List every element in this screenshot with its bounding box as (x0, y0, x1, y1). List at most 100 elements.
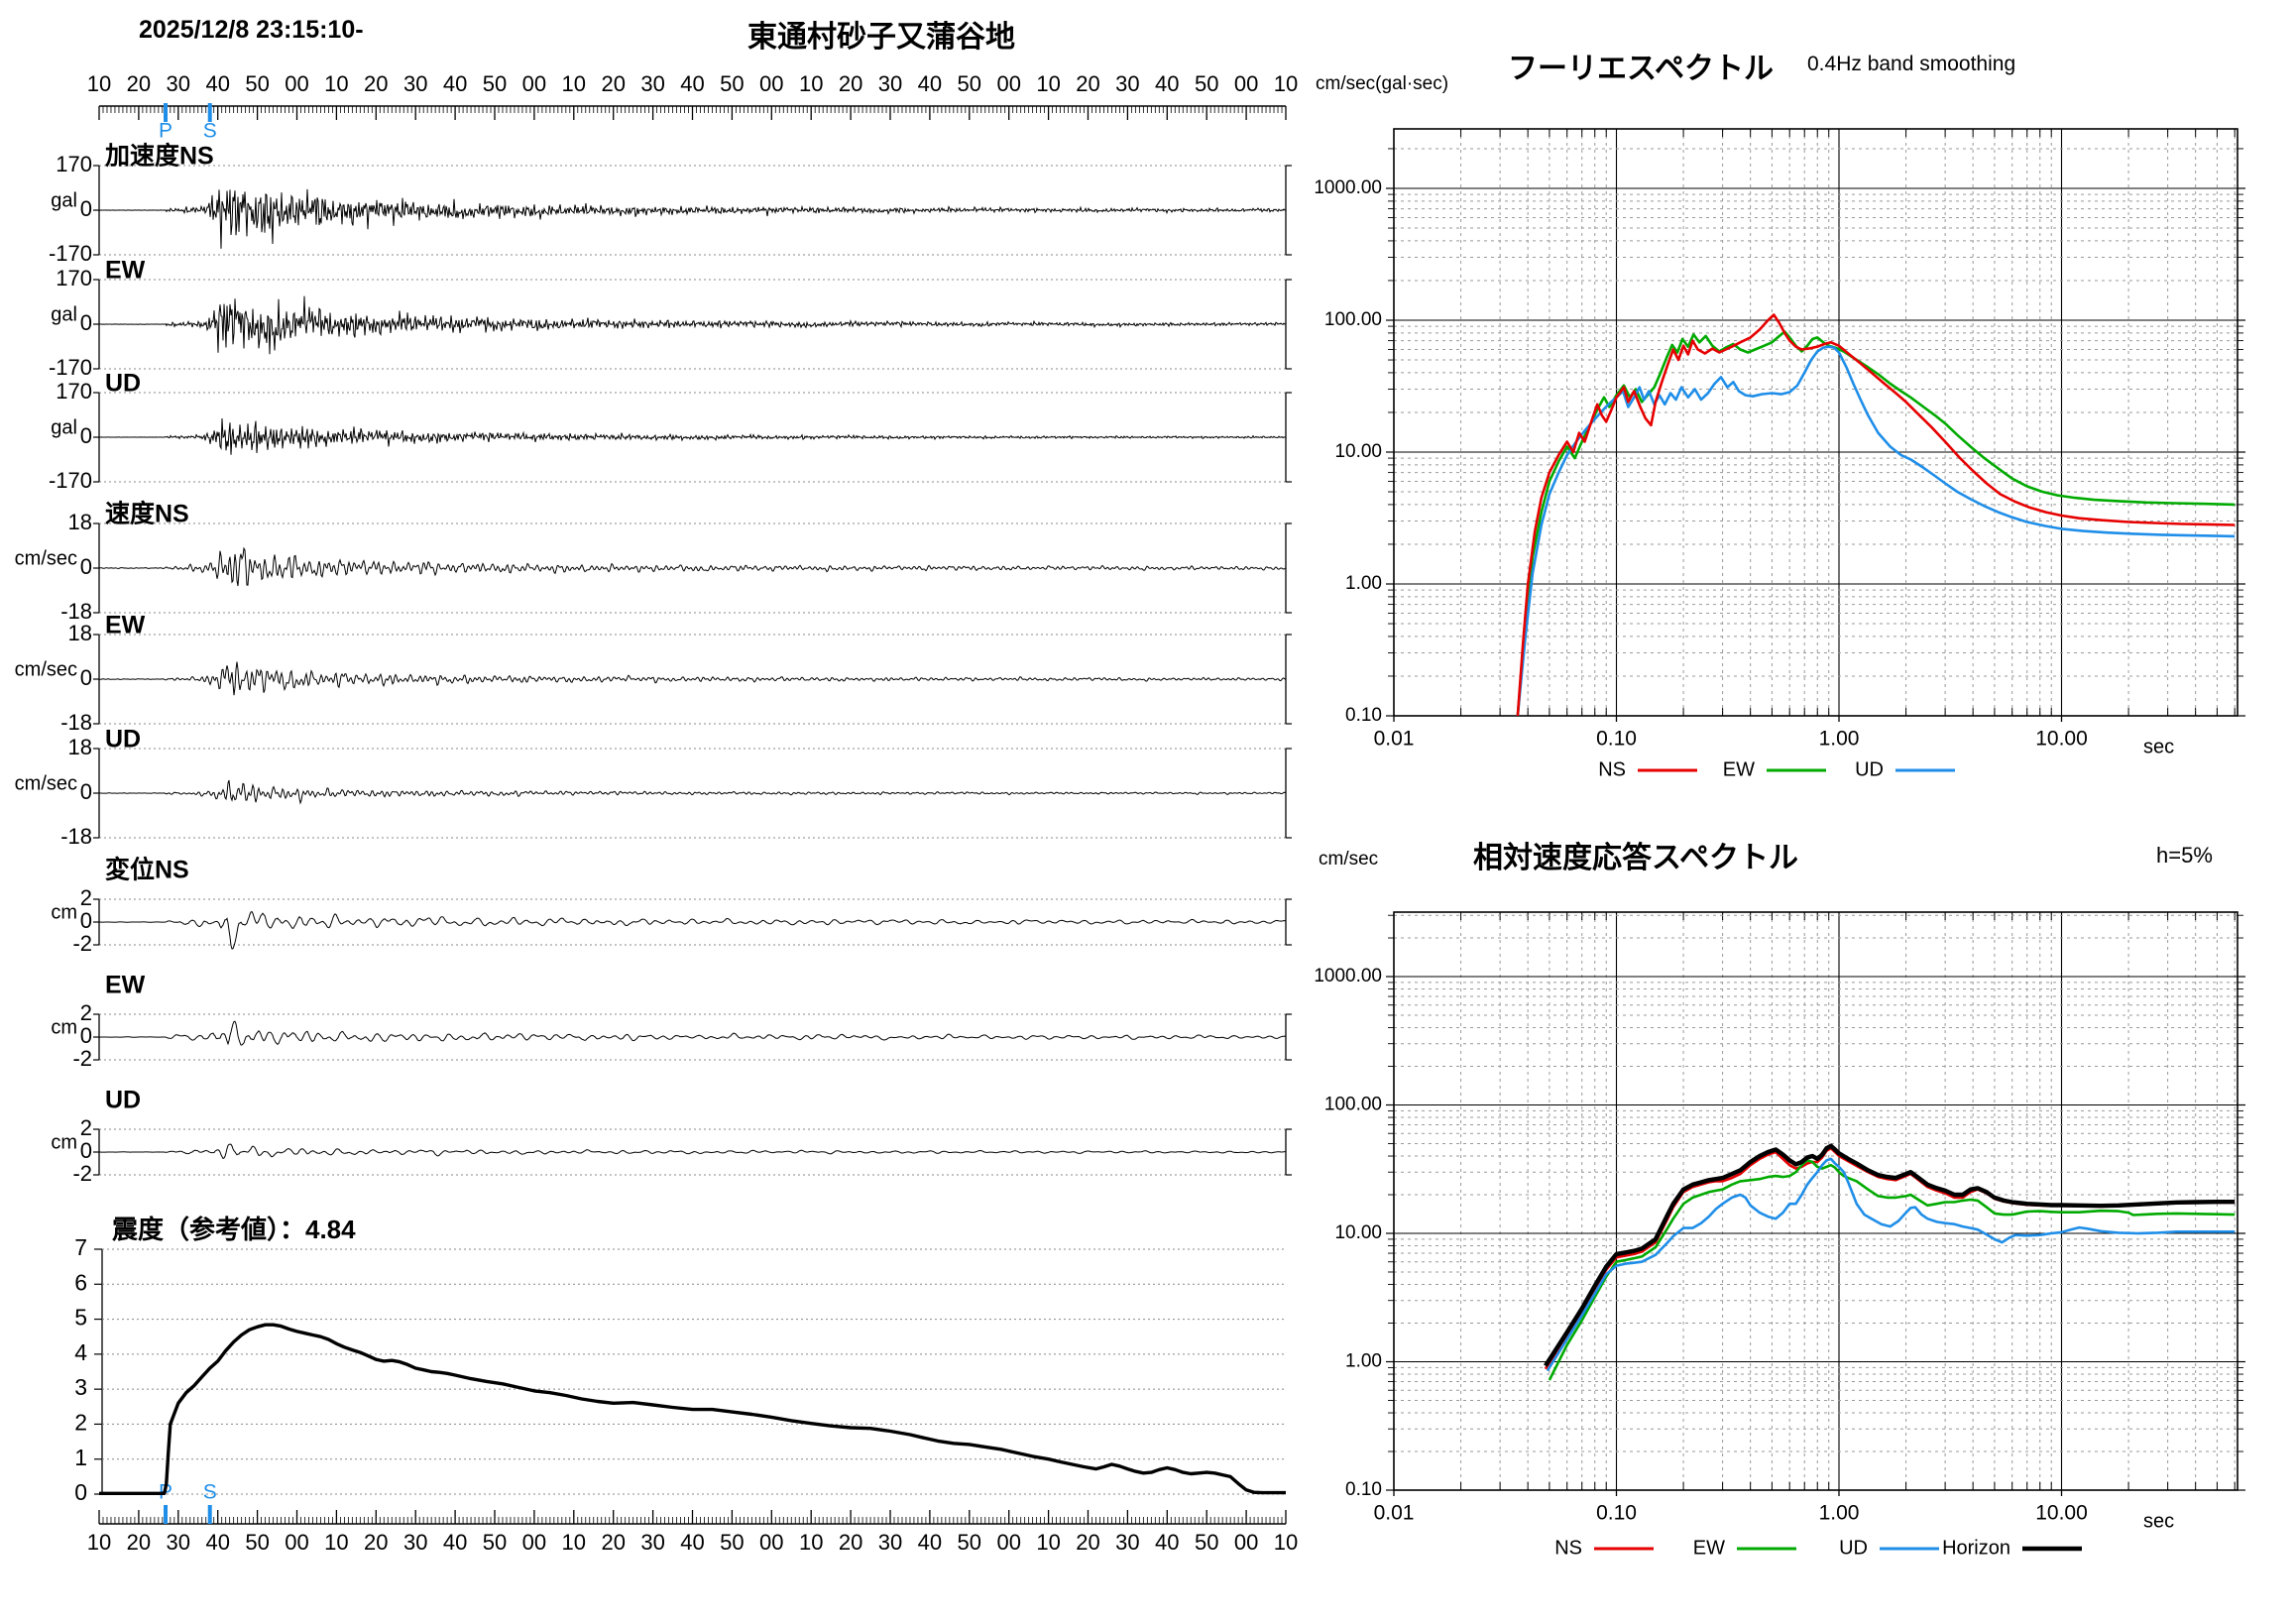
time-tick-label: 00 (285, 1530, 308, 1555)
time-tick-label: 00 (996, 1530, 1020, 1555)
time-tick-label: 50 (1195, 1530, 1218, 1555)
scale-zero-label: 0 (80, 1138, 92, 1163)
response-y-unit: cm/sec (1319, 849, 1379, 869)
time-tick-label: 40 (205, 71, 229, 96)
unit-label: cm/sec (15, 547, 77, 569)
fourier-title: フーリエスペクトル (1508, 53, 1774, 85)
time-tick-label: 00 (285, 71, 308, 96)
time-tick-label: 00 (522, 71, 546, 96)
scale-top-label: 170 (56, 152, 92, 176)
x-unit-label: sec (2143, 1510, 2174, 1532)
time-tick-label: 10 (1274, 71, 1298, 96)
legend-label-ns: NS (1598, 758, 1626, 780)
intensity-title: 震度（参考値）：4.84 (112, 1215, 356, 1244)
time-tick-label: 00 (522, 1530, 546, 1555)
time-tick-label: 20 (364, 71, 388, 96)
seismogram-trace-acc-ew (99, 295, 1287, 355)
scale-top-label: 170 (56, 266, 92, 290)
seismogram-trace-acc-ns (98, 188, 1287, 249)
x-tick-label: 0.01 (1374, 1502, 1415, 1525)
time-tick-label: 50 (720, 1530, 744, 1555)
seismogram-trace-acc-ud (98, 417, 1287, 455)
time-tick-label: 10 (324, 71, 348, 96)
time-tick-label: 40 (918, 1530, 942, 1555)
unit-label: cm/sec (15, 772, 77, 794)
trace-label: EW (105, 612, 146, 639)
waveform-row-acc-ud: 170 0 -170 gal UD (49, 370, 1292, 493)
unit-label: gal (51, 189, 77, 211)
time-tick-label: 50 (483, 71, 507, 96)
time-tick-label: 00 (996, 71, 1020, 96)
time-tick-label: 40 (443, 71, 467, 96)
x-unit-label: sec (2143, 736, 2174, 757)
time-tick-label: 00 (759, 71, 783, 96)
intensity-curve (99, 1323, 1286, 1496)
y-tick-label: 1000.00 (1314, 177, 1382, 198)
x-tick-label: 0.01 (1374, 728, 1415, 751)
legend-label-ns: NS (1554, 1537, 1582, 1559)
time-tick-label: 10 (562, 1530, 586, 1555)
fourier-y-unit: cm/sec(gal·sec) (1316, 73, 1449, 94)
seismogram-trace-dis-ud (99, 1143, 1287, 1160)
intensity-tick-label: 1 (74, 1445, 87, 1470)
trace-label: EW (105, 972, 146, 999)
x-tick-label: 10.00 (2035, 728, 2088, 751)
time-tick-label: 10 (799, 1530, 823, 1555)
response-subtitle: h=5% (2156, 843, 2213, 868)
response-plot-curve-ew (1548, 1159, 2236, 1381)
intensity-tick-label: 3 (74, 1374, 87, 1400)
phase-marker-s: S (203, 1481, 217, 1504)
time-tick-label: 50 (245, 1530, 269, 1555)
trace-label: 加速度NS (104, 142, 214, 171)
scale-top-label: 2 (80, 885, 92, 910)
time-tick-label: 10 (1274, 1530, 1298, 1555)
x-tick-label: 1.00 (1819, 1502, 1860, 1525)
fourier-plot-curve-ew (1516, 330, 2236, 716)
waveform-row-dis-ew: 20-2 cm EW (51, 972, 1292, 1071)
seismogram-trace-dis-ns (99, 910, 1287, 950)
scale-top-label: 18 (68, 510, 92, 534)
scale-bottom-label: -170 (49, 241, 92, 266)
trace-label: UD (105, 726, 141, 754)
y-tick-label: 100.00 (1324, 1095, 1382, 1115)
intensity-tick-label: 6 (74, 1269, 87, 1295)
time-tick-label: 20 (364, 1530, 388, 1555)
scale-zero-label: 0 (80, 196, 92, 221)
scale-zero-label: 0 (80, 1023, 92, 1048)
time-tick-label: 40 (918, 71, 942, 96)
intensity-panel: 7 6 5 4 3 2 1 0 (74, 1234, 1286, 1505)
time-tick-label: 30 (878, 71, 902, 96)
y-tick-label: 100.00 (1324, 309, 1382, 330)
scale-top-label: 2 (80, 1115, 92, 1140)
time-tick-label: 30 (878, 1530, 902, 1555)
plot-shape (1516, 313, 2236, 716)
scale-zero-label: 0 (80, 665, 92, 690)
plot-shape (1393, 128, 2239, 717)
trace-label: 変位NS (105, 856, 189, 884)
time-tick-label: 30 (167, 1530, 190, 1555)
unit-label: cm/sec (15, 658, 77, 680)
scale-bottom-label: -170 (49, 355, 92, 380)
waveform-row-vel-ns: 18 0 -18 cm/sec 速度NS (15, 500, 1292, 624)
unit-label: cm (51, 901, 77, 923)
x-tick-label: 0.10 (1596, 728, 1637, 751)
time-tick-label: 10 (87, 1530, 111, 1555)
plot-shape (1393, 911, 2239, 1491)
time-tick-label: 40 (680, 1530, 704, 1555)
time-tick-label: 20 (839, 1530, 862, 1555)
y-tick-label: 1.00 (1345, 573, 1382, 594)
time-tick-label: 00 (1234, 1530, 1258, 1555)
x-tick-label: 10.00 (2035, 1502, 2088, 1525)
time-tick-label: 00 (759, 1530, 783, 1555)
intensity-tick-label: 0 (74, 1479, 87, 1505)
y-tick-label: 1000.00 (1314, 966, 1382, 986)
scale-bottom-label: -18 (60, 710, 92, 735)
y-tick-label: 0.10 (1345, 1479, 1382, 1500)
time-tick-label: 20 (1076, 1530, 1099, 1555)
time-tick-label: 20 (601, 1530, 625, 1555)
time-tick-label: 50 (958, 1530, 981, 1555)
time-tick-label: 20 (127, 71, 151, 96)
